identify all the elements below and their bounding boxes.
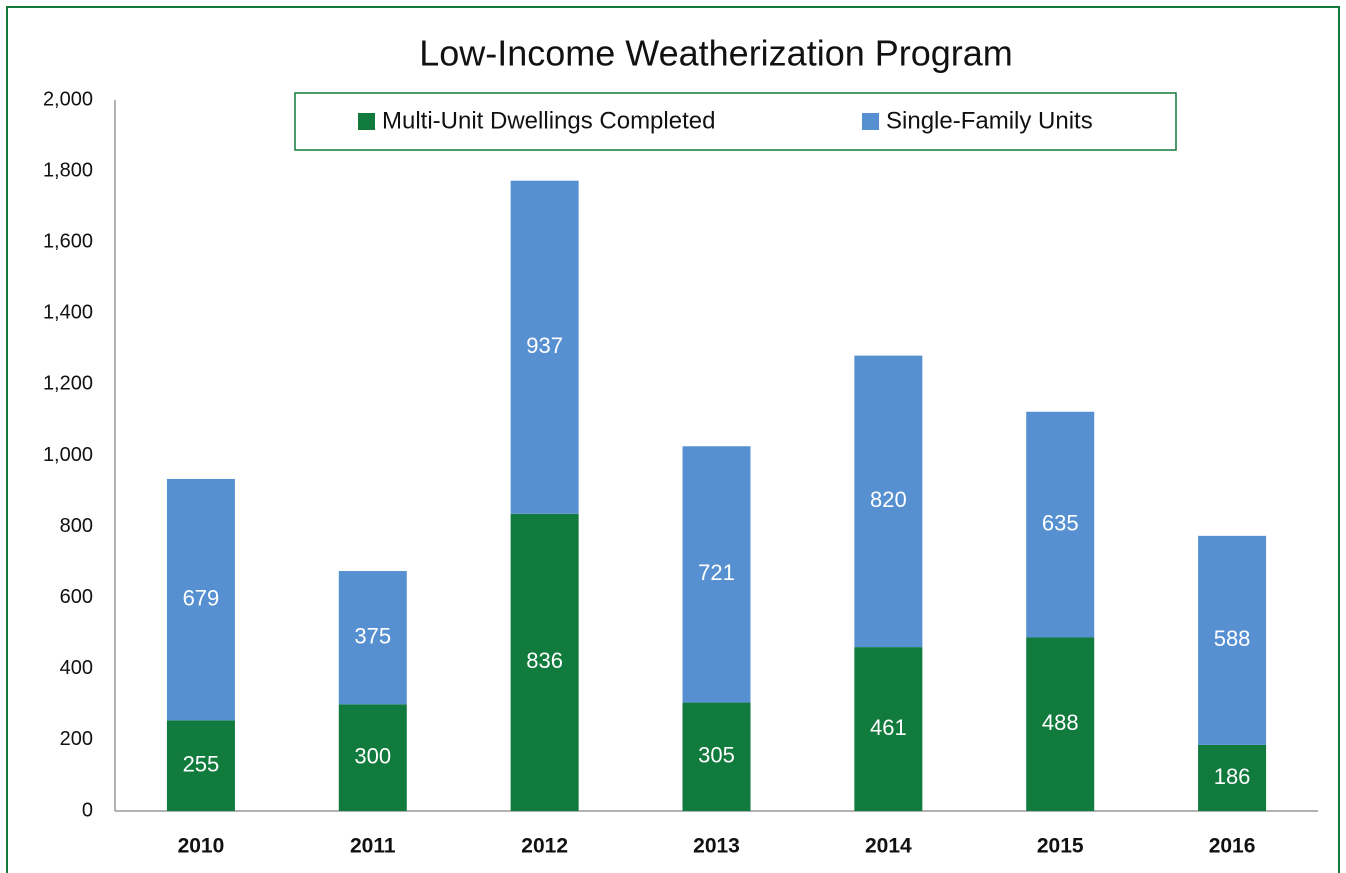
bar-segment [338, 571, 407, 705]
data-label: 305 [698, 743, 735, 768]
y-tick-label: 600 [60, 586, 93, 608]
y-tick-label: 1,000 [43, 444, 93, 466]
bar-segment [1198, 744, 1267, 811]
bar-segment [338, 704, 407, 811]
data-label: 937 [526, 333, 563, 358]
legend-label: Multi-Unit Dwellings Completed [382, 107, 715, 134]
data-label: 300 [354, 743, 391, 768]
data-label: 679 [183, 585, 220, 610]
y-tick-label: 1,800 [43, 159, 93, 181]
legend-swatch [358, 113, 375, 130]
x-tick-label: 2014 [865, 835, 912, 858]
x-tick-label: 2012 [521, 835, 568, 858]
y-tick-label: 200 [60, 728, 93, 750]
data-label: 488 [1042, 710, 1079, 735]
data-label: 836 [526, 648, 563, 673]
bar-segment [1026, 411, 1095, 638]
data-label: 255 [183, 751, 220, 776]
bar-segment [166, 720, 235, 811]
y-tick-label: 2,000 [43, 88, 93, 110]
y-tick-label: 400 [60, 657, 93, 679]
legend-swatch [862, 113, 879, 130]
data-label: 375 [354, 624, 391, 649]
legend-label: Single-Family Units [886, 107, 1093, 134]
data-label: 635 [1042, 510, 1079, 535]
bar-segment [1026, 637, 1095, 811]
x-tick-label: 2011 [350, 835, 396, 858]
bar-segment [854, 355, 923, 648]
y-tick-label: 800 [60, 515, 93, 537]
x-tick-label: 2013 [693, 835, 740, 858]
data-label: 186 [1214, 764, 1251, 789]
bar-segment [682, 446, 751, 703]
bar-segment [510, 180, 579, 514]
data-label: 588 [1214, 626, 1251, 651]
y-tick-label: 1,600 [43, 230, 93, 252]
y-tick-label: 1,400 [43, 302, 93, 324]
bar-segment [1198, 535, 1267, 745]
chart-frame [6, 6, 1340, 873]
x-tick-label: 2016 [1209, 835, 1256, 858]
legend-box [294, 92, 1177, 151]
bar-segment [510, 513, 579, 811]
y-tick-label: 0 [82, 799, 93, 821]
data-label: 721 [698, 560, 735, 585]
data-label: 461 [870, 715, 907, 740]
bar-segment [166, 478, 235, 721]
y-tick-label: 1,200 [43, 373, 93, 395]
x-tick-label: 2015 [1037, 835, 1084, 858]
chart-title: Low-Income Weatherization Program [419, 33, 1013, 74]
data-label: 820 [870, 487, 907, 512]
x-tick-label: 2010 [178, 835, 225, 858]
bar-segment [854, 647, 923, 811]
bar-segment [682, 702, 751, 811]
